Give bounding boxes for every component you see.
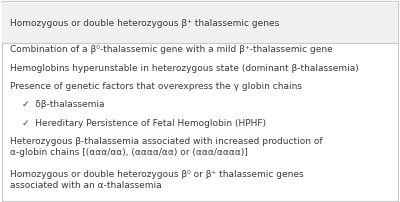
- FancyBboxPatch shape: [2, 3, 398, 43]
- Text: Combination of a β⁰-thalassemic gene with a mild β⁺-thalassemic gene: Combination of a β⁰-thalassemic gene wit…: [10, 45, 333, 55]
- Text: Presence of genetic factors that overexpress the γ globin chains: Presence of genetic factors that overexp…: [10, 82, 302, 91]
- Text: ✓  Hereditary Persistence of Fetal Hemoglobin (HPHF): ✓ Hereditary Persistence of Fetal Hemogl…: [22, 119, 266, 127]
- Text: Heterozygous β-thalassemia associated with increased production of
α-globin chai: Heterozygous β-thalassemia associated wi…: [10, 137, 323, 157]
- Text: ✓  δβ-thalassemia: ✓ δβ-thalassemia: [22, 100, 104, 109]
- Text: Homozygous or double heterozygous β⁰ or β⁺ thalassemic genes
associated with an : Homozygous or double heterozygous β⁰ or …: [10, 170, 304, 190]
- Text: Hemoglobins hyperunstable in heterozygous state (dominant β-thalassemia): Hemoglobins hyperunstable in heterozygou…: [10, 64, 359, 73]
- Text: Homozygous or double heterozygous β⁺ thalassemic genes: Homozygous or double heterozygous β⁺ tha…: [10, 19, 279, 28]
